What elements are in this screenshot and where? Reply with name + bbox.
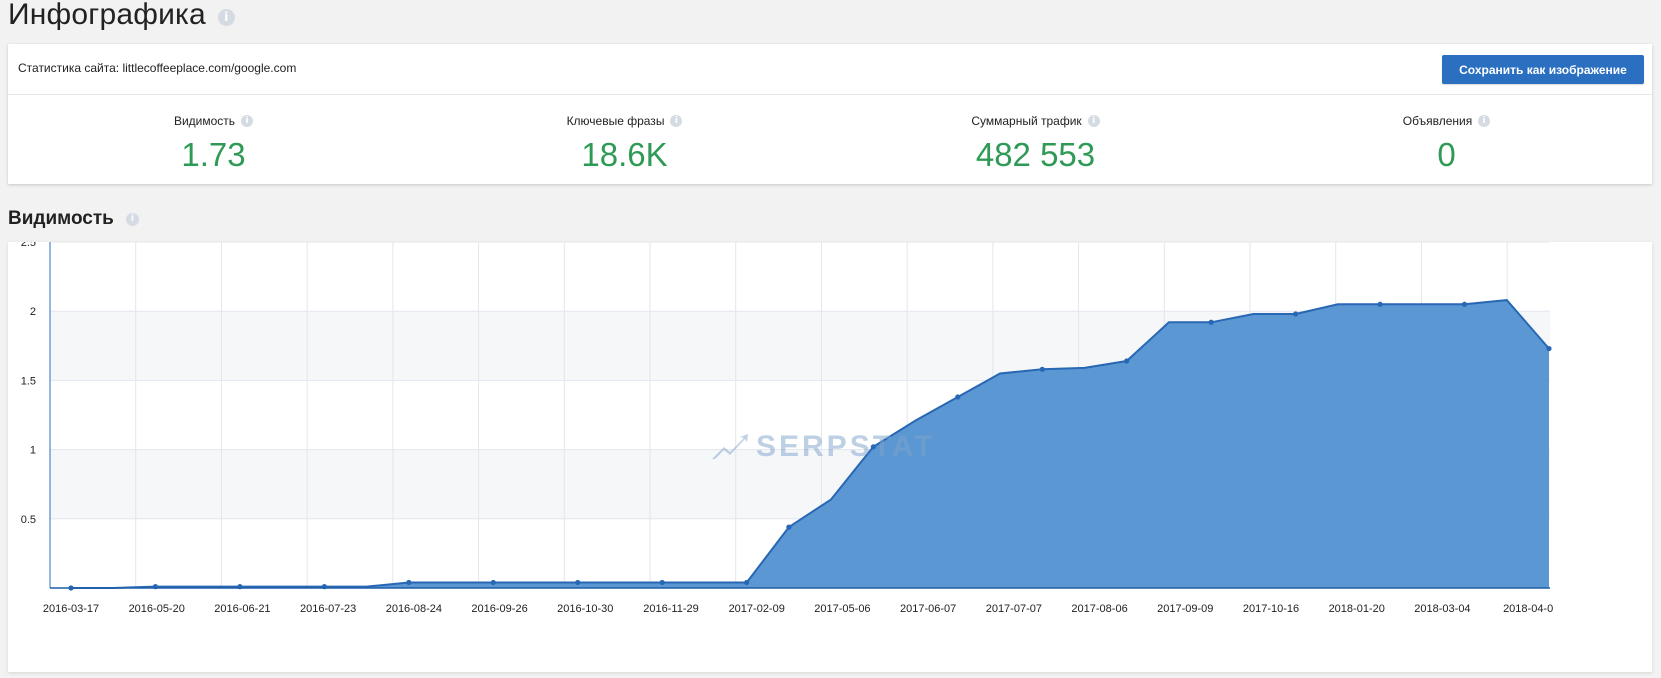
data-point [1208,319,1214,325]
data-point [490,579,496,586]
x-tick-label: 2017-09-09 [1157,603,1213,615]
x-tick-label: 2017-08-06 [1071,603,1127,615]
metric-label-wrap: Суммарный трафик i [971,114,1100,128]
visibility-series-line [71,299,1550,589]
metrics-row: Видимость i 1.73 Ключевые фразы i 18.6K … [8,95,1652,184]
info-icon[interactable]: i [1087,115,1100,127]
metric-label: Видимость [173,114,236,128]
metric-label: Суммарный трафик [971,114,1082,128]
x-tick-label: 2017-05-06 [814,603,870,615]
x-tick-label: 2016-03-17 [43,603,99,615]
x-tick-label: 2016-11-29 [643,603,698,615]
data-point [1124,358,1130,364]
metric-visibility: Видимость i 1.73 [8,95,419,184]
metric-traffic: Суммарный трафик i 482 553 [830,95,1241,184]
x-tick-label: 2016-06-21 [214,603,270,615]
x-tick-label: 2016-10-30 [557,603,613,615]
page-title-text: Инфографика [8,0,206,31]
data-point [955,394,961,400]
summary-header: Статистика сайта: littlecoffeeplace.com/… [8,44,1652,95]
metric-ads: Объявления i 0 [1241,95,1652,184]
x-tick-label: 2017-02-09 [729,603,785,615]
y-tick-label: 2 [30,306,36,318]
metric-value: 1.73 [181,136,246,173]
x-tick-label: 2016-09-26 [471,603,527,615]
page-title: Инфографика i [8,0,235,32]
data-point [744,579,750,586]
visibility-area [71,300,1549,588]
info-icon[interactable]: i [125,212,139,226]
data-point [659,579,665,586]
data-point [1546,345,1552,352]
x-tick-label: 2018-03-04 [1414,603,1470,615]
y-tick-label: 1.5 [21,375,36,387]
save-as-image-button[interactable]: Сохранить как изображение [1442,55,1644,84]
x-tick-label: 2017-07-07 [986,603,1042,615]
visibility-section-title: Видимость i [8,208,139,230]
x-tick-label: 2017-10-16 [1243,603,1299,615]
visibility-chart-card: 2016-03-17 2016-05-20 2016-06-21 2016-07-23… [8,242,1652,672]
y-tick-label: 0.5 [21,514,36,526]
metric-label-wrap: Ключевые фразы i [567,114,683,128]
info-icon[interactable]: i [241,115,254,127]
site-stats-label: Статистика сайта: littlecoffeeplace.com/… [18,61,297,75]
x-tick-label: 2016-08-24 [386,603,442,615]
metric-label-wrap: Объявления i [1402,114,1491,128]
x-tick-label: 2016-07-23 [300,603,356,615]
data-point [786,524,792,530]
x-tick-label: 2018-01-20 [1329,603,1385,615]
data-point [406,579,412,586]
metric-label-wrap: Видимость i [173,114,254,128]
visibility-chart[interactable]: 2016-03-17 2016-05-20 2016-06-21 2016-07-23… [8,242,1652,672]
metric-value: 18.6K [581,136,668,173]
x-tick-label: 2018-04-0 [1503,603,1553,615]
metric-value: 0 [1437,136,1456,173]
metric-label: Объявления [1402,114,1473,128]
y-tick-label: 1 [30,445,36,457]
metric-label: Ключевые фразы [566,114,665,128]
metric-value: 482 553 [975,136,1096,173]
data-point [870,444,876,450]
data-point [575,579,581,586]
info-icon[interactable]: i [670,115,683,127]
x-tick-label: 2016-05-20 [129,603,185,615]
metric-keywords: Ключевые фразы i 18.6K [419,95,830,184]
info-icon[interactable]: i [217,8,235,26]
data-point [1293,311,1299,317]
section-title-text: Видимость [8,208,114,229]
x-tick-label: 2017-06-07 [900,603,956,615]
y-tick-label: 2.5 [21,242,36,249]
data-point [1461,301,1468,307]
info-icon[interactable]: i [1478,115,1491,127]
data-point [1039,366,1045,372]
data-point [1377,301,1383,307]
summary-card: Статистика сайта: littlecoffeeplace.com/… [8,44,1652,184]
